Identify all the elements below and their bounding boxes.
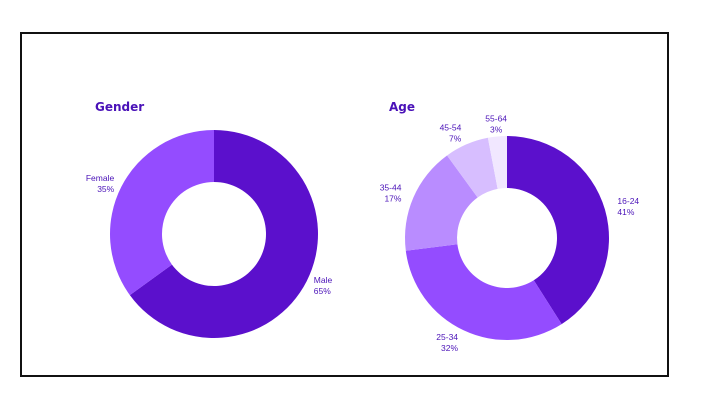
label-female: Female [86,173,115,183]
age-chart-title: Age [389,100,415,114]
gender-chart-title: Gender [95,100,144,114]
value-label-16-24: 41% [617,207,634,217]
label-55-64: 55-64 [485,114,507,124]
label-16-24: 16-24 [617,196,639,206]
value-label-55-64: 3% [490,125,503,135]
value-label-25-34: 32% [441,343,458,353]
label-35-44: 35-44 [380,182,402,192]
slice-45-54 [447,137,498,198]
label-45-54: 45-54 [440,122,462,132]
value-label-45-54: 7% [449,133,462,143]
slice-male [129,130,318,338]
value-label-35-44: 17% [384,193,401,203]
slice-16-24 [507,136,610,325]
slice-35-44 [404,155,478,251]
value-label-female: 35% [97,184,114,194]
slice-female [109,130,214,296]
slice-25-34 [405,244,562,341]
label-25-34: 25-34 [436,332,458,342]
slice-55-64 [487,136,507,189]
label-male: Male [314,275,333,285]
value-label-male: 65% [314,286,331,296]
